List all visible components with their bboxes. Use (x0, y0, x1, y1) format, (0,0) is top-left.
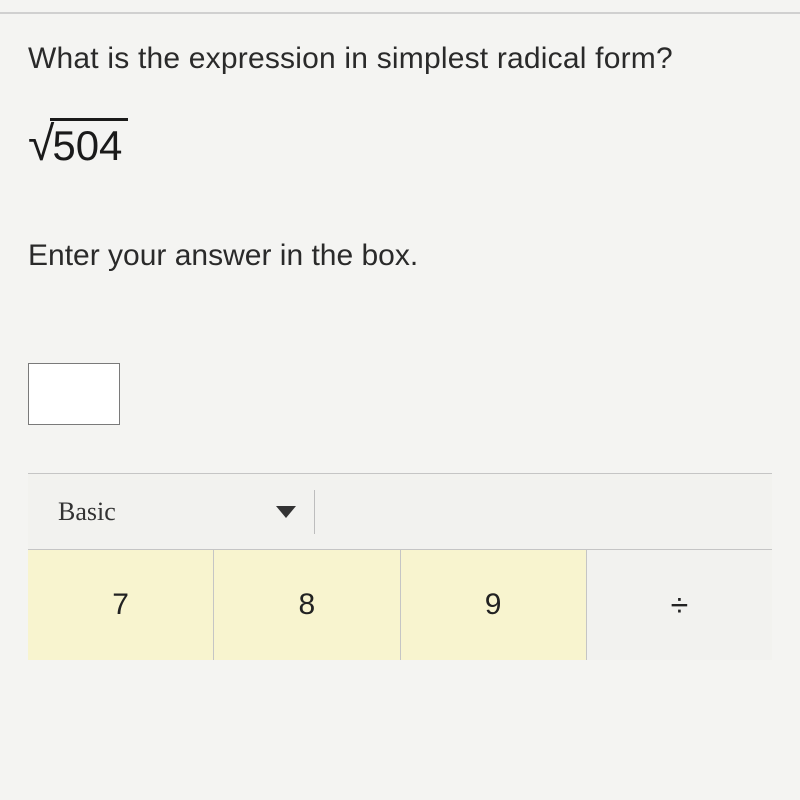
top-divider (0, 12, 800, 14)
key-7[interactable]: 7 (28, 550, 214, 660)
content-area: What is the expression in simplest radic… (0, 42, 800, 660)
key-divide[interactable]: ÷ (587, 550, 772, 660)
answer-prompt: Enter your answer in the box. (28, 239, 772, 273)
chevron-down-icon (276, 506, 296, 518)
page: What is the expression in simplest radic… (0, 0, 800, 800)
radical-icon: √ (28, 121, 54, 169)
key-8[interactable]: 8 (214, 550, 400, 660)
keypad: Basic 7 8 9 ÷ (28, 473, 772, 660)
keypad-separator (314, 490, 315, 534)
answer-input[interactable] (28, 363, 120, 425)
key-9[interactable]: 9 (401, 550, 587, 660)
question-text: What is the expression in simplest radic… (28, 42, 772, 76)
radical-expression: √ 504 (28, 118, 128, 169)
keypad-row: 7 8 9 ÷ (28, 550, 772, 660)
keypad-mode-label: Basic (58, 497, 116, 527)
radicand-value: 504 (50, 118, 128, 169)
keypad-mode-selector[interactable]: Basic (28, 474, 772, 550)
